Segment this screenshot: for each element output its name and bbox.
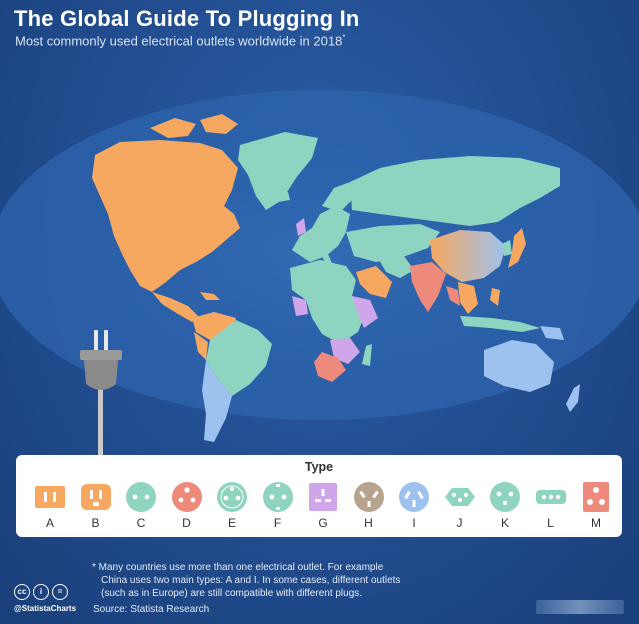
region-africa-east <box>352 296 378 328</box>
legend-label: H <box>364 516 373 530</box>
region-arctic-islands-2 <box>200 114 238 134</box>
subtitle-footnote-mark: * <box>342 33 346 42</box>
outlet-type-a-icon <box>35 486 65 508</box>
legend-item-h: H <box>349 481 389 533</box>
region-europe <box>292 206 350 262</box>
attribution-icon: i <box>33 584 49 600</box>
region-india <box>410 262 446 312</box>
statista-logo <box>536 600 624 614</box>
footnote: * Many countries use more than one elect… <box>92 561 472 600</box>
outlet-type-i-icon <box>399 482 429 512</box>
legend-item-g: G <box>303 481 343 533</box>
region-south-america-south <box>202 360 232 442</box>
region-africa-west <box>292 296 308 316</box>
legend-item-l: L <box>531 481 571 533</box>
footnote-line-2: China uses two main types: A and I. In s… <box>101 575 401 586</box>
region-greenland <box>238 132 318 210</box>
legend-items: A B C D E F G H I J K L M <box>30 481 616 533</box>
legend-item-b: B <box>76 481 116 533</box>
region-africa-south-central <box>330 338 360 364</box>
legend-item-c: C <box>121 481 161 533</box>
outlet-type-f-icon <box>262 482 293 512</box>
legend-item-m: M <box>576 481 616 533</box>
region-africa-central <box>306 296 366 344</box>
legend-panel: Type A B C D E F G H I J K L M <box>16 455 622 537</box>
legend-label: M <box>591 516 601 530</box>
region-papua <box>540 326 564 340</box>
region-southeast-asia <box>458 282 478 314</box>
legend-item-d: D <box>167 481 207 533</box>
region-china <box>430 230 506 282</box>
legend-label: J <box>456 516 463 530</box>
source-text: Source: Statista Research <box>93 604 210 615</box>
legend-item-e: E <box>212 481 252 533</box>
footnote-line-3: (such as in Europe) are still compatible… <box>101 588 363 599</box>
region-madagascar <box>362 344 372 366</box>
region-indochina <box>446 286 460 306</box>
region-arctic-islands <box>150 118 196 138</box>
creative-commons-icons: cc i = <box>14 584 68 600</box>
legend-item-k: K <box>485 481 525 533</box>
legend-label: C <box>136 516 146 530</box>
region-russia <box>350 156 560 226</box>
region-south-america-brazil <box>206 320 272 396</box>
footnote-line-1: * Many countries use more than one elect… <box>92 562 384 573</box>
outlet-type-d-icon <box>171 482 202 512</box>
social-handle: @StatistaCharts <box>14 604 77 613</box>
region-south-africa <box>314 352 346 382</box>
legend-item-j: J <box>440 481 480 533</box>
no-derivatives-icon: = <box>52 584 68 600</box>
legend-label: D <box>182 516 191 530</box>
region-arabia <box>356 266 392 298</box>
page-title: The Global Guide To Plugging In <box>14 6 360 31</box>
region-indonesia <box>460 316 540 332</box>
region-iran <box>378 256 414 278</box>
legend-item-a: A <box>30 481 70 533</box>
legend-label: I <box>412 516 416 530</box>
region-philippines <box>490 288 500 306</box>
legend-label: B <box>91 516 100 530</box>
legend-title: Type <box>304 460 334 474</box>
legend-label: L <box>547 516 554 530</box>
region-peru <box>194 332 208 360</box>
region-africa-north <box>290 260 356 300</box>
plug-icon <box>80 330 122 460</box>
outlet-type-g-icon <box>309 483 337 511</box>
outlet-type-k-icon <box>490 482 520 512</box>
cc-license-icon: cc <box>14 584 30 600</box>
region-uk <box>296 218 306 236</box>
region-japan <box>508 228 526 268</box>
legend-label: G <box>318 516 328 530</box>
legend-item-f: F <box>258 481 298 533</box>
outlet-type-l-icon <box>535 490 566 504</box>
region-central-america <box>152 292 198 322</box>
region-new-zealand <box>566 384 580 412</box>
region-caribbean <box>200 292 220 300</box>
legend-item-i: I <box>394 481 434 533</box>
region-iceland <box>276 192 290 202</box>
legend-label: F <box>273 516 282 530</box>
region-scandinavia <box>322 182 352 212</box>
outlet-type-c-icon <box>126 482 156 512</box>
region-australia <box>484 340 554 392</box>
region-north-america <box>92 140 240 292</box>
outlet-type-j-icon <box>444 488 475 506</box>
page-subtitle: Most commonly used electrical outlets wo… <box>15 33 345 48</box>
outlet-type-m-icon <box>583 482 609 512</box>
outlet-type-h-icon <box>353 482 384 512</box>
legend-label: K <box>500 516 509 530</box>
legend-label: E <box>227 516 236 530</box>
legend-label: A <box>45 516 54 530</box>
region-korea <box>502 240 512 256</box>
outlet-type-b-icon <box>80 484 111 510</box>
subtitle-text: Most commonly used electrical outlets wo… <box>15 33 343 49</box>
region-central-asia <box>346 224 440 262</box>
outlet-type-e-icon <box>217 482 247 512</box>
